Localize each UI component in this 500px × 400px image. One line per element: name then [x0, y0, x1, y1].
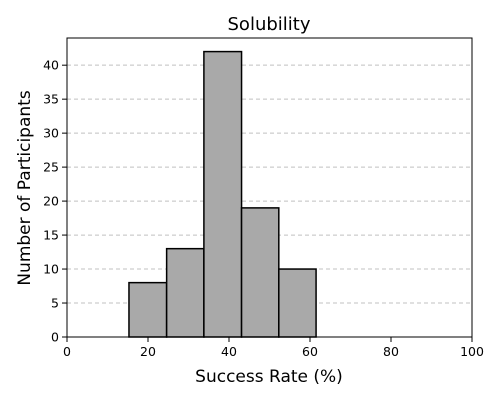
- y-axis-label: Number of Participants: [15, 90, 35, 285]
- x-tick-label: 40: [221, 344, 237, 359]
- y-axis-ticks: 0 5 10 15 20 25 30 35 40: [43, 58, 67, 345]
- y-tick-label: 10: [43, 262, 59, 277]
- x-tick-label: 20: [140, 344, 156, 359]
- histogram-bar: [165, 247, 205, 338]
- histogram-bar: [128, 281, 168, 338]
- x-axis-ticks: 0 20 40 60 80 100: [63, 337, 484, 359]
- y-tick-label: 0: [51, 330, 59, 345]
- bars: [128, 50, 317, 338]
- x-axis-label: Success Rate (%): [195, 367, 343, 387]
- y-tick-label: 35: [43, 92, 59, 107]
- y-tick-label: 25: [43, 160, 59, 175]
- y-tick-label: 40: [43, 58, 59, 73]
- x-tick-label: 0: [63, 344, 71, 359]
- chart-title: Solubility: [228, 14, 311, 35]
- histogram-bar: [203, 50, 243, 338]
- y-tick-label: 30: [43, 126, 59, 141]
- x-tick-label: 100: [460, 344, 484, 359]
- x-tick-label: 80: [383, 344, 399, 359]
- y-tick-label: 20: [43, 194, 59, 209]
- grid-lines: [67, 64, 472, 304]
- x-tick-label: 60: [302, 344, 318, 359]
- y-tick-label: 5: [51, 296, 59, 311]
- plot-frame: [66, 37, 473, 338]
- y-tick-label: 15: [43, 228, 59, 243]
- histogram-bar: [278, 268, 317, 338]
- histogram-bar: [240, 207, 280, 338]
